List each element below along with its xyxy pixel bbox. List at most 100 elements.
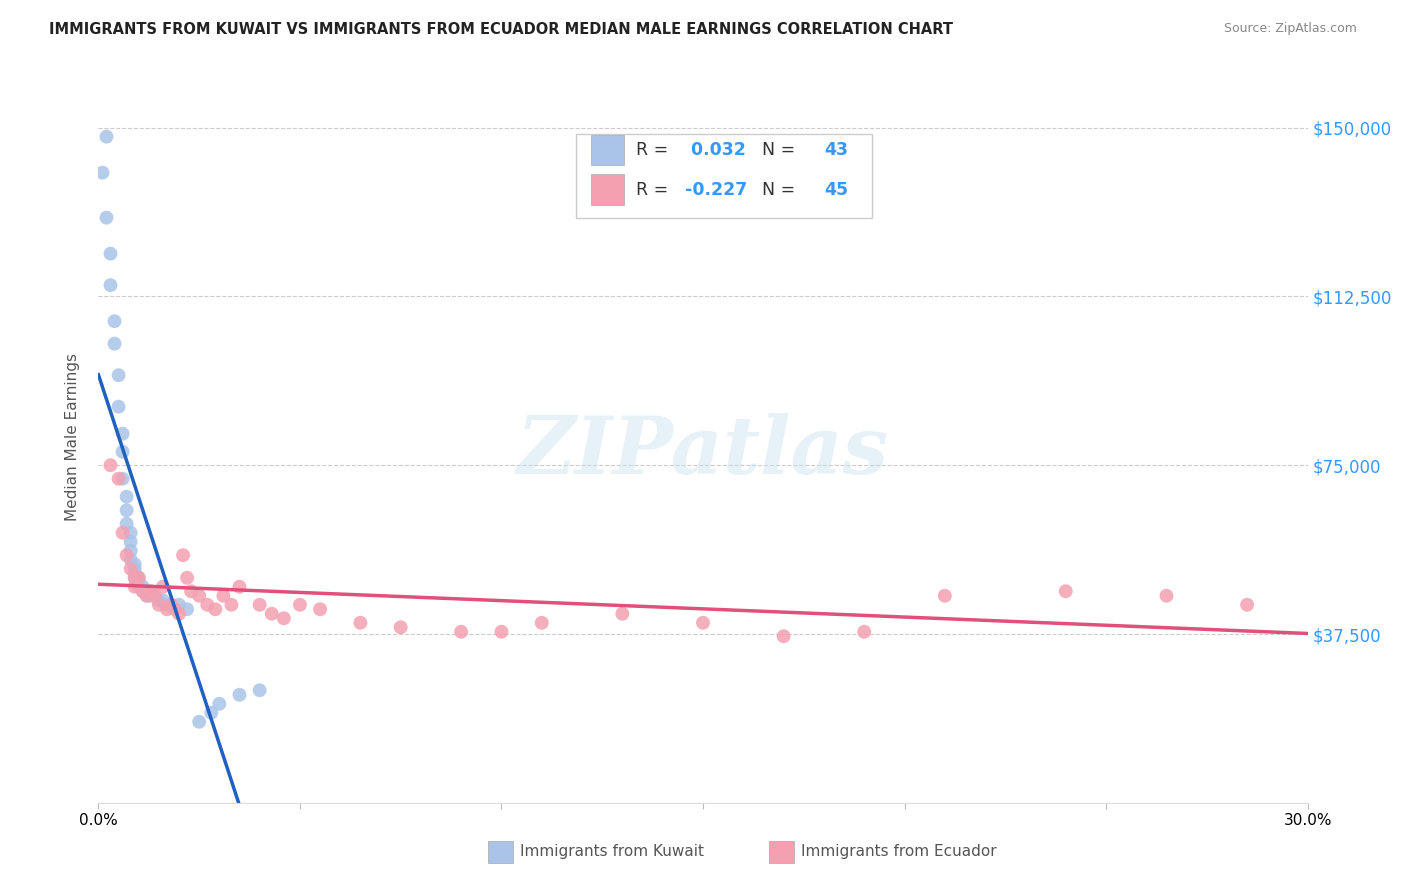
Point (176, 571, 198, 585)
Text: N =: N = (751, 141, 801, 159)
Point (111, 426, 134, 441)
Point (111, 444, 134, 458)
Point (135, 584, 157, 599)
Point (103, 336, 125, 351)
Text: R =: R = (637, 141, 675, 159)
Point (120, 525, 142, 540)
Point (204, 602, 226, 616)
Point (135, 589, 157, 603)
Point (1156, 589, 1178, 603)
Point (128, 575, 150, 590)
Point (91, 166, 114, 180)
Point (148, 598, 170, 612)
Point (195, 598, 218, 612)
Point (107, 368, 129, 383)
Point (132, 580, 155, 594)
Point (167, 607, 190, 621)
Point (288, 598, 311, 612)
Point (772, 629, 794, 643)
Point (249, 683, 271, 698)
Point (120, 543, 142, 558)
Point (612, 607, 634, 621)
Text: N =: N = (751, 181, 801, 199)
Point (389, 620, 412, 634)
Point (156, 598, 179, 612)
Text: Immigrants from Ecuador: Immigrants from Ecuador (801, 845, 997, 859)
Point (853, 624, 876, 639)
Point (100, 246, 122, 260)
Text: Immigrants from Kuwait: Immigrants from Kuwait (520, 845, 704, 859)
Text: 45: 45 (824, 181, 848, 199)
Point (115, 503, 138, 517)
Point (120, 553, 142, 567)
Point (208, 697, 231, 711)
Point (111, 525, 134, 540)
Point (934, 589, 956, 603)
FancyBboxPatch shape (576, 134, 872, 218)
Point (139, 589, 162, 603)
Point (530, 615, 553, 630)
Point (172, 548, 194, 562)
Point (450, 624, 472, 639)
Point (124, 571, 146, 585)
Point (176, 602, 198, 616)
Point (1236, 598, 1258, 612)
Point (135, 589, 157, 603)
Point (100, 278, 122, 293)
Point (152, 580, 174, 594)
Point (491, 624, 513, 639)
Point (120, 562, 142, 576)
Point (156, 602, 179, 616)
Point (221, 598, 243, 612)
Y-axis label: Median Male Earnings: Median Male Earnings (65, 353, 80, 521)
FancyBboxPatch shape (591, 174, 624, 205)
Point (124, 580, 146, 594)
Point (273, 611, 295, 625)
Point (107, 400, 129, 414)
Point (103, 314, 125, 328)
Point (143, 589, 166, 603)
Text: -0.227: -0.227 (685, 181, 747, 199)
Point (200, 706, 222, 720)
Point (148, 593, 170, 607)
Point (160, 598, 183, 612)
Point (107, 472, 129, 486)
Point (143, 589, 166, 603)
Point (132, 584, 155, 599)
Point (100, 458, 122, 473)
Text: 43: 43 (824, 141, 848, 159)
Point (115, 548, 138, 562)
Point (96, 129, 118, 144)
Point (163, 602, 186, 616)
Point (188, 714, 211, 729)
Point (349, 615, 371, 630)
Point (124, 571, 146, 585)
Text: ZIPatlas: ZIPatlas (517, 413, 889, 491)
Point (228, 688, 250, 702)
Point (188, 589, 211, 603)
Point (120, 534, 142, 549)
Point (249, 598, 271, 612)
Point (128, 571, 150, 585)
Point (139, 584, 162, 599)
Point (167, 598, 190, 612)
Point (124, 558, 146, 572)
Point (96, 211, 118, 225)
Point (692, 615, 714, 630)
Point (260, 607, 283, 621)
Point (212, 589, 235, 603)
Text: Source: ZipAtlas.com: Source: ZipAtlas.com (1223, 22, 1357, 36)
Point (160, 598, 183, 612)
Point (228, 580, 250, 594)
Point (309, 602, 332, 616)
Point (132, 584, 155, 599)
Point (128, 571, 150, 585)
Point (124, 566, 146, 581)
Point (1054, 584, 1077, 599)
Point (115, 516, 138, 531)
Point (111, 472, 134, 486)
Point (152, 593, 174, 607)
Point (128, 580, 150, 594)
FancyBboxPatch shape (591, 135, 624, 166)
Point (124, 562, 146, 576)
